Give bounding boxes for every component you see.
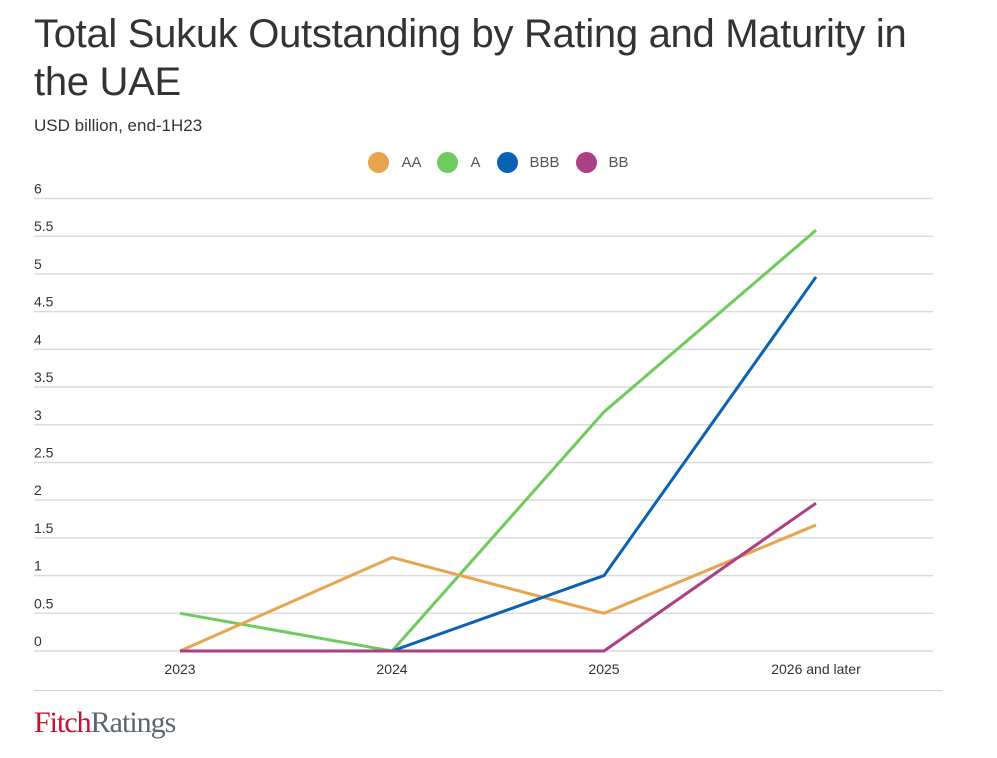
series-line-a[interactable] (179, 229, 817, 653)
y-tick-label: 2.5 (34, 444, 54, 460)
line-chart: 00.511.522.533.544.555.56 2023 2024 2025 20… (34, 181, 933, 677)
legend-swatch-bb (575, 152, 597, 173)
logo-ratings: Ratings (90, 706, 177, 739)
legend-swatch-bbb (496, 152, 518, 173)
series-lines (179, 229, 818, 653)
y-tick-label: 2 (34, 482, 42, 498)
series-line-aa[interactable] (179, 523, 817, 653)
y-tick-label: 1.5 (34, 520, 54, 536)
chart-subtitle: USD billion, end-1H23 (34, 116, 203, 135)
y-tick-label: 4.5 (34, 294, 54, 310)
y-tick-label: 3.5 (34, 369, 54, 385)
y-tick-label: 4 (34, 331, 42, 347)
y-tick-label: 0.5 (34, 595, 54, 611)
fitch-ratings-logo: FitchRatings (34, 706, 177, 740)
series-line-bb[interactable] (180, 501, 817, 653)
legend-label-a: A (470, 154, 481, 171)
gridlines (34, 197, 933, 652)
x-axis-ticks: 2023 2024 2025 2026 and later (164, 661, 861, 677)
footer-divider (34, 690, 943, 691)
x-tick-label: 2023 (164, 661, 195, 677)
y-tick-label: 0 (34, 633, 42, 649)
legend-item-a[interactable]: A (437, 152, 481, 173)
y-tick-label: 5 (34, 256, 42, 272)
chart-title: Total Sukuk Outstanding by Rating and Ma… (34, 12, 907, 104)
legend-swatch-aa (368, 152, 390, 173)
y-axis-ticks: 0 0.5 1 1.5 2 2.5 3 3.5 4 4.5 5 5.5 6 (34, 181, 54, 650)
series-line-bbb[interactable] (180, 276, 818, 653)
x-tick-label: 2025 (588, 661, 619, 677)
legend-item-bbb[interactable]: BBB (496, 152, 560, 173)
legend-item-bb[interactable]: BB (575, 152, 629, 173)
x-tick-label: 2024 (376, 661, 407, 677)
y-tick-label: 6 (34, 181, 42, 197)
logo-fitch: Fitch (34, 706, 92, 739)
legend-item-aa[interactable]: AA (368, 152, 421, 173)
legend-label-aa: AA (401, 154, 422, 171)
legend-label-bb: BB (608, 154, 629, 171)
x-tick-label: 2026 and later (771, 661, 861, 677)
legend-swatch-a (437, 152, 459, 173)
y-tick-label: 3 (34, 407, 42, 423)
legend-label-bbb: BBB (529, 154, 560, 171)
y-tick-label: 5.5 (34, 218, 54, 234)
legend: AA A BBB BB (0, 152, 997, 173)
y-tick-label: 1 (34, 558, 42, 574)
